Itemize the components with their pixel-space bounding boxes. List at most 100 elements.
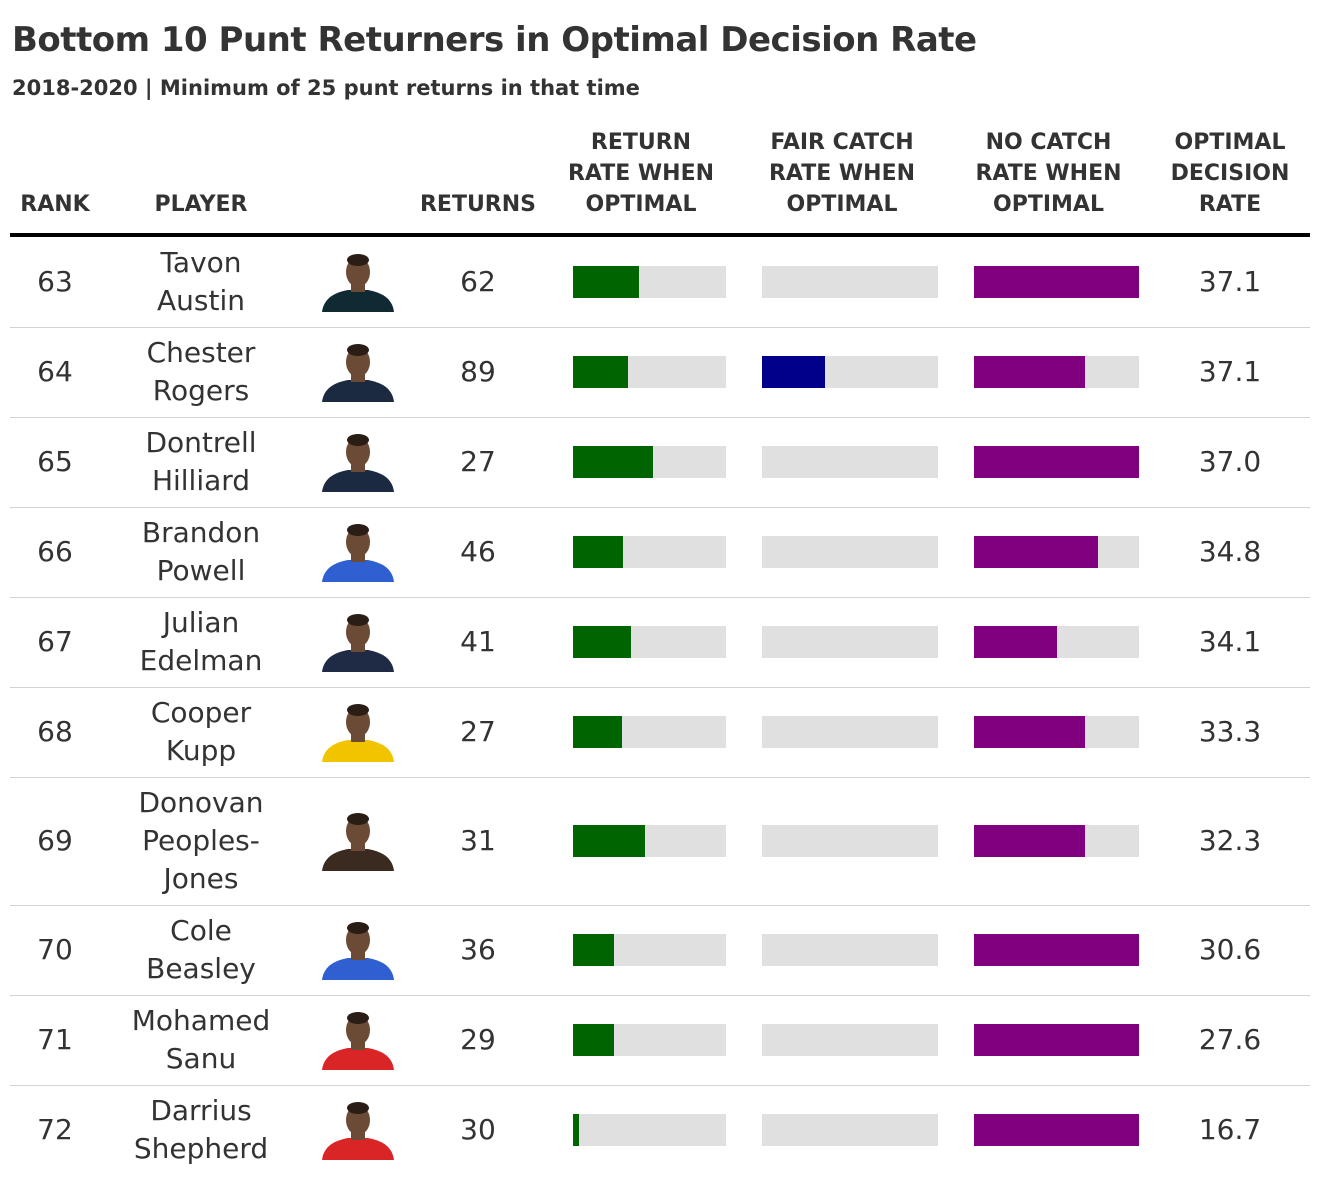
column-header-returns: RETURNS (419, 192, 537, 217)
optimal-decision-rate-value: 37.1 (1198, 265, 1262, 298)
return-rate-bar (573, 825, 726, 857)
return-rate-bar (573, 446, 726, 478)
rank-label: 71 (37, 1023, 73, 1056)
return-rate-bar (573, 716, 726, 748)
player-name: Cooper Kupp (150, 696, 252, 767)
return-rate-bar (573, 1114, 726, 1146)
fair-catch-rate-bar (762, 446, 938, 478)
chart-title: Bottom 10 Punt Returners in Optimal Deci… (12, 20, 977, 60)
no-catch-rate-bar (974, 626, 1139, 658)
fair-catch-rate-bar (762, 825, 938, 857)
returns-value: 36 (460, 933, 496, 966)
player-headshot-icon (318, 522, 398, 582)
table-row: 69 Donovan Peoples-Jones 31 32.3 (10, 777, 1310, 906)
rank-label: 68 (37, 715, 73, 748)
player-headshot-icon (318, 342, 398, 402)
return-rate-bar-fill (573, 536, 624, 568)
no-catch-rate-bar (974, 1024, 1139, 1056)
return-rate-bar-fill (573, 626, 632, 658)
fair-catch-rate-bar (762, 626, 938, 658)
table-row: 70 Cole Beasley 36 30.6 (10, 905, 1310, 996)
return-rate-bar (573, 934, 726, 966)
rank-label: 67 (37, 625, 73, 658)
return-rate-bar-fill (573, 446, 653, 478)
optimal-decision-rate-value: 30.6 (1198, 933, 1262, 966)
player-headshot-icon (318, 811, 398, 871)
player-headshot-icon (318, 612, 398, 672)
returns-value: 30 (460, 1113, 496, 1146)
player-name: Darrius Shepherd (133, 1094, 269, 1165)
player-headshot-icon (318, 920, 398, 980)
no-catch-rate-bar (974, 356, 1139, 388)
table-row: 66 Brandon Powell 46 34.8 (10, 507, 1310, 598)
return-rate-bar-fill (573, 1114, 580, 1146)
returns-value: 27 (460, 445, 496, 478)
return-rate-bar (573, 266, 726, 298)
rank-label: 64 (37, 355, 73, 388)
returns-value: 46 (460, 535, 496, 568)
column-header-fair-catch-rate: FAIR CATCH RATE WHEN OPTIMAL (768, 130, 916, 217)
player-headshot-icon (318, 1010, 398, 1070)
player-name: Julian Edelman (139, 606, 263, 677)
no-catch-rate-bar (974, 446, 1139, 478)
player-name: Dontrell Hilliard (145, 426, 257, 497)
optimal-decision-rate-value: 34.8 (1198, 535, 1262, 568)
returns-value: 62 (460, 265, 496, 298)
table-row: 71 Mohamed Sanu 29 27.6 (10, 995, 1310, 1086)
chart-subtitle: 2018-2020 | Minimum of 25 punt returns i… (12, 76, 640, 100)
return-rate-bar-fill (573, 716, 622, 748)
column-header-player: PLAYER (154, 192, 248, 217)
player-headshot-icon (318, 432, 398, 492)
fair-catch-rate-bar (762, 716, 938, 748)
optimal-decision-rate-value: 16.7 (1198, 1113, 1262, 1146)
column-header-no-catch-rate: NO CATCH RATE WHEN OPTIMAL (975, 130, 1122, 217)
fair-catch-rate-bar (762, 536, 938, 568)
rank-label: 70 (37, 933, 73, 966)
no-catch-rate-bar (974, 1114, 1139, 1146)
player-name: Mohamed Sanu (131, 1004, 271, 1075)
rank-label: 72 (37, 1113, 73, 1146)
fair-catch-rate-bar (762, 1024, 938, 1056)
return-rate-bar-fill (573, 1024, 615, 1056)
no-catch-rate-bar-fill (974, 626, 1057, 658)
column-header-optimal-rate: OPTIMAL DECISION RATE (1170, 130, 1290, 217)
player-name: Chester Rogers (146, 336, 256, 407)
no-catch-rate-bar-fill (974, 934, 1139, 966)
return-rate-bar (573, 626, 726, 658)
player-name: Cole Beasley (146, 914, 256, 985)
player-headshot-icon (318, 702, 398, 762)
returns-value: 89 (460, 355, 496, 388)
returns-value: 41 (460, 625, 496, 658)
optimal-decision-rate-value: 37.0 (1198, 445, 1262, 478)
table-row: 67 Julian Edelman 41 34.1 (10, 597, 1310, 688)
column-header-rank: RANK (20, 192, 90, 217)
no-catch-rate-bar-fill (974, 356, 1085, 388)
returns-value: 31 (460, 824, 496, 857)
player-name: Donovan Peoples-Jones (138, 786, 264, 895)
no-catch-rate-bar-fill (974, 266, 1139, 298)
returns-value: 27 (460, 715, 496, 748)
no-catch-rate-bar-fill (974, 1114, 1139, 1146)
return-rate-bar-fill (573, 934, 615, 966)
player-headshot-icon (318, 252, 398, 312)
return-rate-bar-fill (573, 825, 645, 857)
optimal-decision-rate-value: 32.3 (1198, 824, 1262, 857)
table-row: 68 Cooper Kupp 27 33.3 (10, 687, 1310, 778)
fair-catch-rate-bar (762, 1114, 938, 1146)
fair-catch-rate-bar (762, 934, 938, 966)
rank-label: 69 (37, 824, 73, 857)
table-row: 65 Dontrell Hilliard 27 37.0 (10, 417, 1310, 508)
fair-catch-rate-bar (762, 266, 938, 298)
optimal-decision-rate-value: 33.3 (1198, 715, 1262, 748)
optimal-decision-rate-value: 27.6 (1198, 1023, 1262, 1056)
no-catch-rate-bar-fill (974, 446, 1139, 478)
fair-catch-rate-bar-fill (762, 356, 826, 388)
optimal-decision-rate-value: 37.1 (1198, 355, 1262, 388)
player-name: Tavon Austin (157, 246, 245, 317)
return-rate-bar (573, 536, 726, 568)
table-row: 64 Chester Rogers 89 37.1 (10, 327, 1310, 418)
no-catch-rate-bar-fill (974, 536, 1098, 568)
player-headshot-icon (318, 1100, 398, 1160)
rank-label: 63 (37, 265, 73, 298)
no-catch-rate-bar-fill (974, 1024, 1139, 1056)
